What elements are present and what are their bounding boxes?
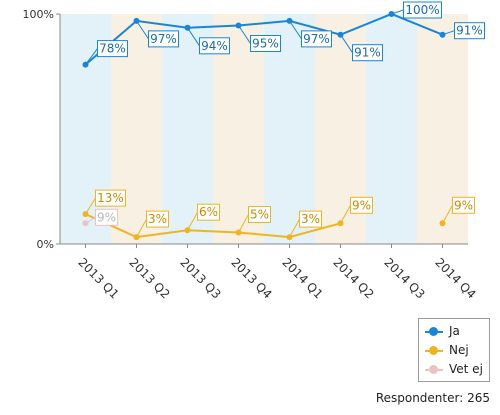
legend-label-ja: Ja [449,324,460,338]
label-leader [289,20,302,40]
label-box [197,203,220,221]
legend-item-nej[interactable]: Nej [419,341,489,360]
x-axis-ticks: 2013 Q1 2013 Q2 2013 Q3 2013 Q4 2014 Q1 2014 … [75,244,479,300]
label-box [199,37,230,55]
label-leader [340,34,353,53]
x-tick-label: 2013 Q1 [75,255,121,300]
label-leader [340,205,351,224]
data-label: 9% [454,198,473,212]
y-tick-label-max: 100% [23,8,54,21]
label-leader [85,216,96,224]
data-label: 91% [456,24,483,38]
data-label: 91% [354,46,381,60]
y-axis-ticks: 100% 0% [23,8,54,251]
x-tick-label: 2013 Q4 [228,255,274,300]
label-leader [136,218,147,238]
x-tick-label: 2014 Q1 [279,255,325,300]
label-box [95,208,118,226]
label-box [301,30,332,48]
data-label: 100% [405,3,439,17]
data-label: 9% [97,210,116,224]
label-leader [238,214,249,233]
axes [56,13,468,245]
x-tick-label: 2013 Q2 [126,255,172,300]
label-leader [442,30,455,36]
legend-label-vet-ej: Vet ej [449,362,483,376]
data-label: 9% [352,198,371,212]
label-leader [238,25,251,44]
band-5 [264,14,315,244]
data-label: 94% [201,39,228,53]
line-chart: 100%0% 2013 Q1 2013 Q2 2013 Q3 2013 Q4 2014 … [23,1,485,300]
legend-label-nej: Nej [449,343,469,357]
x-tick-label: 2014 Q3 [381,255,427,300]
data-label: 5% [250,208,269,222]
label-leader [136,20,149,40]
background-bands [60,14,468,244]
data-label: 78% [99,42,126,56]
series-line-0 [84,12,443,66]
label-box [454,22,485,40]
label-leader [289,218,300,238]
label-box [299,210,322,228]
legend-dot-vet-ej [429,365,438,374]
data-label: 3% [301,212,320,226]
label-box [95,189,126,207]
legend-item-ja[interactable]: Ja [419,322,489,341]
legend: Ja Nej Vet ej [418,318,490,382]
label-leader [187,27,200,47]
data-label: 97% [150,32,177,46]
label-box [350,196,373,214]
data-label: 97% [303,32,330,46]
respondents-count: Respondenter: 265 [375,391,490,405]
label-leader [391,9,404,15]
label-leader [442,205,453,224]
x-tick-label: 2014 Q2 [330,255,376,300]
legend-item-vet-ej[interactable]: Vet ej [419,360,489,379]
y-tick-label-min: 0% [37,238,54,251]
label-box [148,30,179,48]
data-label: 95% [252,37,279,51]
label-leader [187,211,198,231]
data-label: 13% [97,191,124,205]
x-tick-label: 2013 Q3 [177,255,223,300]
legend-dot-nej [429,346,438,355]
label-box [250,35,281,52]
label-box [352,44,383,62]
label-box [452,196,475,214]
label-box [248,206,271,223]
label-leader [85,48,98,65]
data-label: 6% [199,205,218,219]
legend-dot-ja [429,327,438,336]
data-labels: 78% 97% 94% 95% 97% 91% 100% 91% 13% 3% 6% 5% 3% 9% 9%… [85,1,485,238]
label-box [403,1,442,19]
data-label: 3% [148,212,167,226]
label-box [97,40,128,58]
x-tick-label: 2014 Q4 [432,255,478,300]
label-box [146,210,169,228]
label-leader [85,197,96,215]
